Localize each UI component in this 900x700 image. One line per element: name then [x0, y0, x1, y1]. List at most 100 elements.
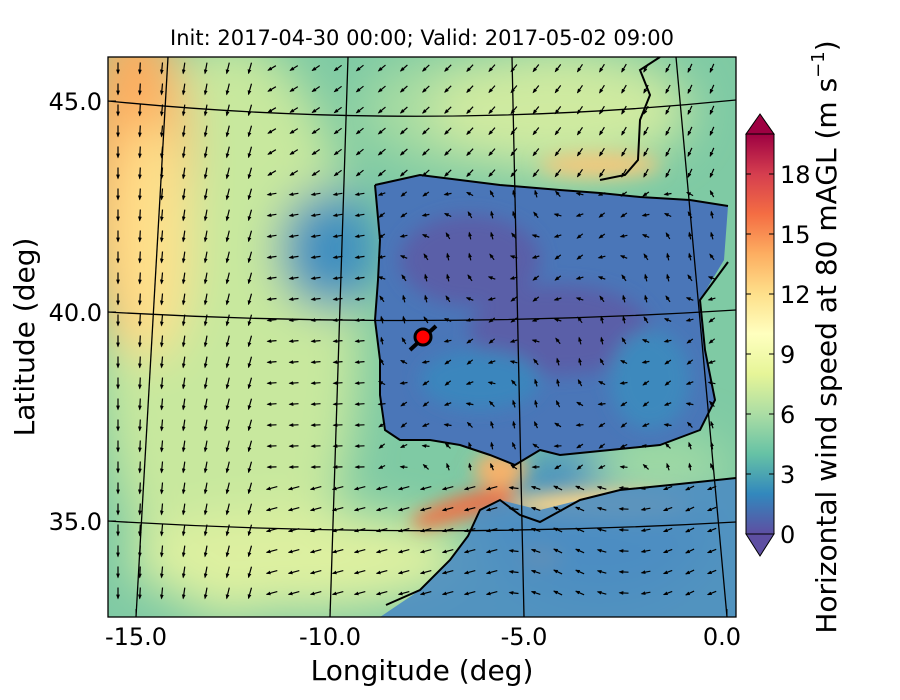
- wind-vector: [354, 192, 365, 196]
- wind-vector: [531, 339, 540, 343]
- wind-vector: [375, 486, 388, 491]
- wind-vector: [463, 591, 476, 596]
- wind-vector: [596, 506, 607, 511]
- wind-vector: [422, 106, 430, 114]
- wind-vector: [642, 463, 650, 470]
- wind-vector: [533, 358, 539, 366]
- wind-vector: [597, 276, 606, 280]
- y-tick-label: 45.0: [49, 88, 102, 116]
- wind-vector: [424, 273, 428, 282]
- wind-vector: [289, 107, 299, 113]
- wind-vector: [354, 297, 365, 301]
- y-axis-label: Latitude (deg): [8, 238, 41, 437]
- wind-vector: [225, 503, 230, 516]
- wind-vector: [288, 402, 299, 406]
- wind-vector: [600, 315, 604, 324]
- wind-vector: [355, 64, 364, 72]
- wind-vector: [159, 104, 164, 117]
- wind-vector: [709, 147, 715, 157]
- wind-vector: [400, 401, 408, 407]
- wind-vector: [532, 148, 540, 157]
- wind-vector: [288, 339, 299, 343]
- wind-vector: [441, 486, 454, 491]
- wind-vector: [554, 422, 562, 428]
- wind-vector: [508, 570, 519, 574]
- wind-vector: [353, 528, 366, 533]
- wind-vector: [686, 359, 694, 365]
- wind-vector: [354, 360, 365, 364]
- wind-vector: [379, 295, 385, 303]
- wind-vector: [311, 170, 321, 177]
- wind-vector: [421, 423, 430, 427]
- wind-vector: [556, 378, 560, 387]
- wind-vector: [685, 569, 695, 575]
- wind-vector: [397, 570, 410, 575]
- wind-vector: [444, 359, 452, 365]
- wind-vector: [332, 381, 343, 385]
- wind-vector: [687, 147, 693, 157]
- wind-vector: [599, 63, 605, 73]
- wind-vector: [441, 549, 454, 554]
- wind-vector: [181, 251, 186, 264]
- wind-vector: [488, 148, 496, 157]
- wind-vector: [402, 294, 406, 303]
- wind-vector: [663, 192, 672, 196]
- wind-vector: [399, 234, 408, 238]
- wind-vector: [465, 381, 474, 385]
- wind-vector: [310, 339, 321, 343]
- wind-vector: [422, 85, 430, 93]
- wind-vector: [466, 127, 474, 135]
- wind-vector: [531, 318, 540, 322]
- wind-vector: [554, 106, 562, 115]
- wind-vector: [596, 485, 607, 490]
- wind-vector: [309, 549, 322, 554]
- wind-vector: [397, 507, 410, 512]
- wind-vector: [663, 402, 672, 406]
- colorbar-tick-label: 18: [780, 161, 811, 189]
- colorbar-ticks: 0 3 6 9 12 15 18: [746, 161, 811, 549]
- wind-vector: [137, 314, 142, 327]
- wind-vector: [247, 545, 253, 558]
- wind-vector: [181, 83, 186, 96]
- wind-vector: [181, 356, 186, 369]
- wind-vector: [203, 209, 208, 222]
- wind-vector: [203, 335, 208, 348]
- wind-vector: [310, 402, 321, 406]
- wind-vector: [247, 587, 253, 600]
- wind-vector: [487, 360, 496, 364]
- wind-vector: [662, 485, 673, 491]
- wind-vector: [599, 147, 605, 157]
- wind-vector: [665, 232, 671, 240]
- wind-vector: [159, 251, 164, 264]
- wind-vector: [534, 189, 538, 198]
- wind-vector: [488, 400, 495, 408]
- wind-vector: [576, 105, 583, 115]
- wind-vector: [266, 192, 277, 196]
- colorbar: 0 3 6 9 12 15 18 Horizontal wind speed at 80 m…: [745, 40, 843, 634]
- wind-vector: [576, 147, 583, 157]
- wind-vector: [465, 297, 474, 301]
- wind-vector: [598, 464, 606, 470]
- wind-vector: [621, 105, 627, 115]
- wind-vector: [598, 212, 606, 218]
- wind-vector: [443, 212, 452, 218]
- wind-vector: [419, 507, 432, 512]
- wind-vector: [530, 548, 541, 553]
- wind-vector: [463, 549, 476, 554]
- wind-vector: [444, 106, 452, 114]
- colorbar-tick-label: 12: [780, 281, 811, 309]
- wind-vector: [419, 549, 432, 554]
- wind-vector: [137, 398, 142, 411]
- wind-vector: [137, 524, 142, 537]
- wind-vector: [225, 230, 230, 243]
- wind-vector: [287, 507, 300, 512]
- wind-vector: [137, 545, 142, 558]
- wind-vector: [555, 400, 561, 408]
- wind-vector: [707, 297, 716, 301]
- wind-vector: [597, 255, 606, 259]
- wind-vector: [159, 272, 164, 285]
- wind-vector: [137, 230, 142, 243]
- wind-vector: [137, 251, 142, 264]
- wind-vector: [490, 420, 494, 429]
- wind-vector: [553, 506, 563, 512]
